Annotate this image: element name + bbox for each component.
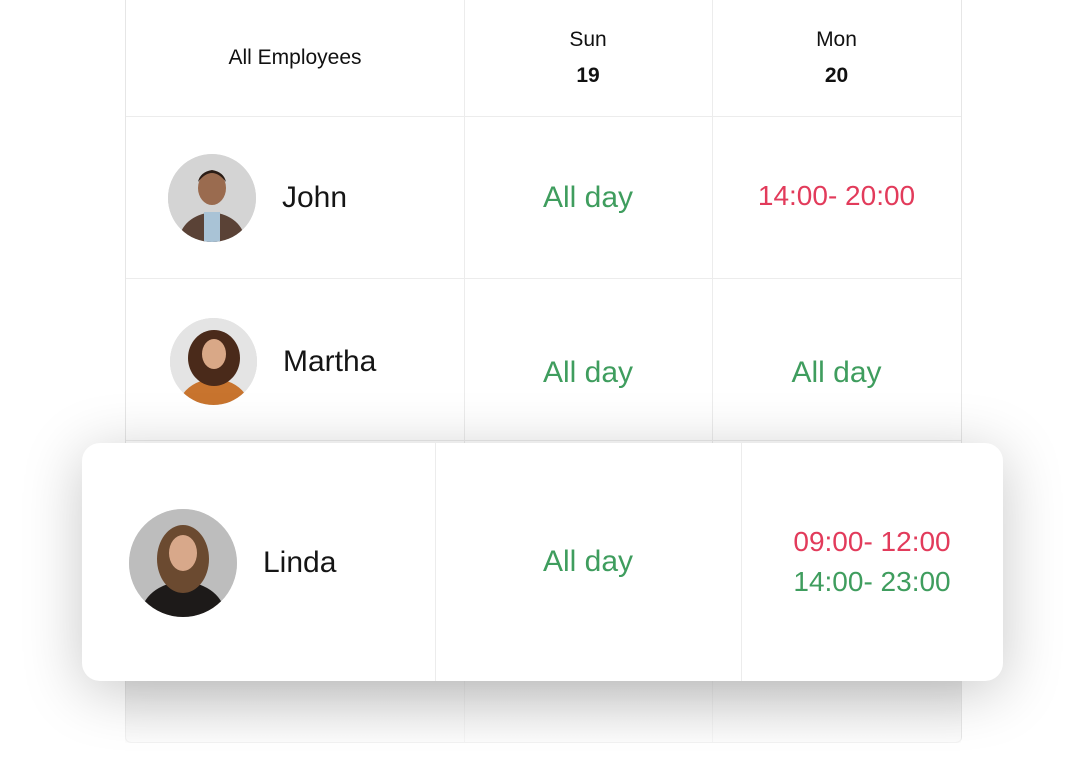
shift-cell[interactable]: All day <box>435 443 741 681</box>
row-divider <box>126 440 961 441</box>
shift-cell[interactable]: 09:00- 12:00 14:00- 23:00 <box>741 443 1003 681</box>
day-header-mon: Mon 20 <box>712 0 961 116</box>
shift-time: 09:00- 12:00 <box>793 526 951 557</box>
employee-name: Martha <box>283 344 377 378</box>
employees-header-label: All Employees <box>228 46 362 69</box>
column-divider <box>435 443 436 681</box>
shift-all-day: All day <box>542 180 634 214</box>
shift-cell[interactable]: 14:00- 20:00 <box>712 117 961 275</box>
employee-john[interactable]: John <box>168 154 347 242</box>
avatar <box>170 318 257 405</box>
day-header-sun: Sun 19 <box>464 0 712 116</box>
shadow <box>125 681 961 743</box>
date: 20 <box>824 64 849 87</box>
shift-time: 14:00- 20:00 <box>757 180 916 211</box>
shift-all-day: All day <box>791 355 882 389</box>
weekday: Sun <box>569 28 607 51</box>
date: 19 <box>576 64 600 87</box>
column-divider <box>464 0 465 742</box>
shift-all-day: All day <box>542 545 634 578</box>
row-divider <box>126 278 961 279</box>
shift-cell[interactable]: All day <box>712 279 961 466</box>
avatar <box>129 509 237 617</box>
weekday: Mon <box>816 28 857 51</box>
employees-header[interactable]: All Employees <box>126 0 464 116</box>
employee-linda[interactable]: Linda <box>129 509 336 617</box>
row-divider <box>126 116 961 117</box>
employee-martha[interactable]: Martha <box>170 318 376 405</box>
shift-time: 14:00- 23:00 <box>793 566 951 597</box>
shift-cell[interactable]: All day <box>464 117 712 278</box>
highlighted-row-linda[interactable]: Linda All day 09:00- 12:00 14:00- 23:00 <box>82 443 1003 681</box>
avatar <box>168 154 256 242</box>
column-divider <box>712 0 713 742</box>
shift-cell[interactable]: All day <box>464 279 712 466</box>
column-divider <box>741 443 742 681</box>
employee-name: Linda <box>263 546 337 579</box>
shift-all-day: All day <box>542 355 634 389</box>
employee-name: John <box>282 181 348 214</box>
